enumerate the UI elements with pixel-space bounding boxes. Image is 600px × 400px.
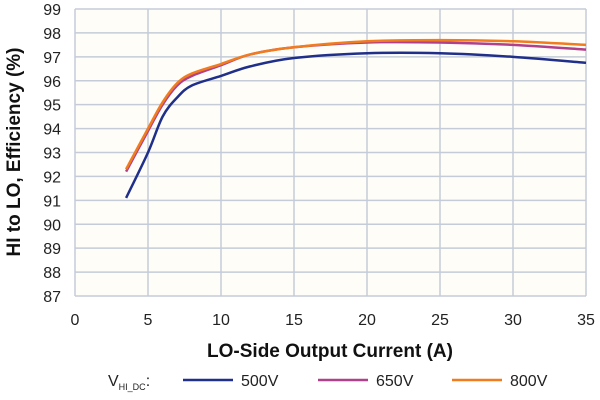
y-tick-label: 96 (43, 74, 61, 91)
y-tick-label: 92 (43, 169, 61, 186)
y-tick-label: 98 (43, 26, 61, 43)
y-tick-label: 88 (43, 265, 61, 282)
series-lines (124, 38, 587, 199)
series-line-800V (124, 38, 587, 170)
x-tick-label: 35 (577, 312, 595, 329)
legend-title-suffix: : (146, 373, 150, 390)
y-tick-labels: 87 88 89 90 91 92 93 94 95 96 97 98 99 (43, 2, 61, 306)
y-tick-label: 94 (43, 122, 61, 139)
y-tick-label: 93 (43, 146, 61, 163)
legend-label: 800V (510, 373, 548, 390)
x-tick-label: 25 (431, 312, 449, 329)
legend-label: 500V (241, 373, 279, 390)
legend-label: 650V (376, 373, 414, 390)
series-line-500V (124, 51, 587, 199)
y-tick-label: 99 (43, 2, 61, 19)
legend: VHI_DC: 500V 650V 800V (108, 373, 548, 392)
y-tick-label: 90 (43, 217, 61, 234)
legend-title-sub: HI_DC (119, 382, 147, 392)
y-tick-label: 87 (43, 289, 61, 306)
x-tick-label: 5 (144, 312, 153, 329)
legend-title-main: V (108, 373, 119, 390)
x-tick-label: 10 (212, 312, 230, 329)
x-tick-label: 20 (358, 312, 376, 329)
x-axis-title: LO-Side Output Current (A) (207, 341, 453, 362)
x-tick-label: 30 (504, 312, 522, 329)
y-tick-label: 97 (43, 50, 61, 67)
y-tick-label: 95 (43, 98, 61, 115)
y-tick-label: 89 (43, 241, 61, 258)
x-tick-label: 15 (285, 312, 303, 329)
y-axis-title: HI to LO, Efficiency (%) (4, 47, 25, 256)
y-tick-label: 91 (43, 193, 61, 210)
x-tick-labels: 0 5 10 15 20 25 30 35 (71, 312, 595, 329)
legend-title: VHI_DC: (108, 373, 150, 392)
x-tick-label: 0 (71, 312, 80, 329)
